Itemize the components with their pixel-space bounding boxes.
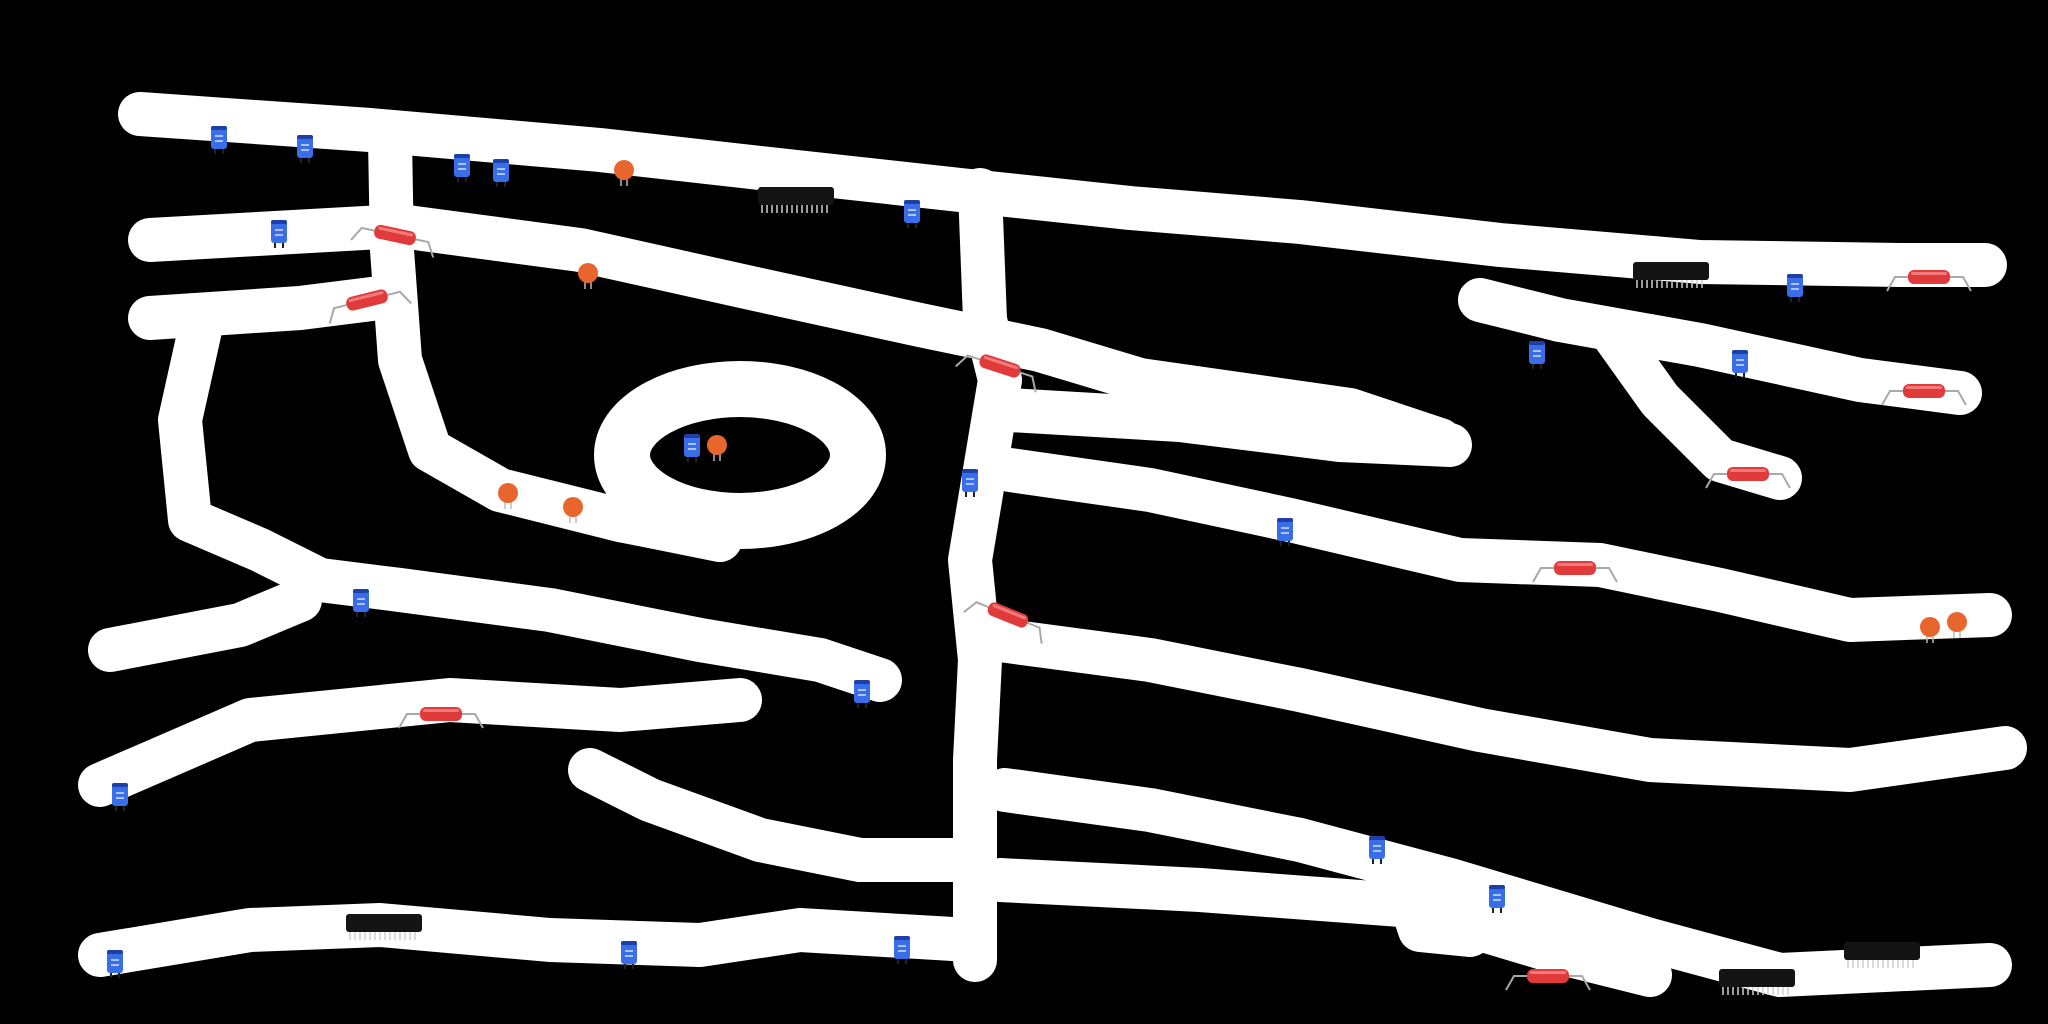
resistor-component: [955, 354, 1037, 393]
capacitor-component: [1787, 274, 1803, 302]
track-right-1: [988, 388, 1472, 467]
capacitor-component: [894, 936, 910, 964]
ic-component: [758, 187, 834, 213]
capacitor-component: [493, 159, 509, 187]
track-right-branch-top: [1458, 278, 1982, 415]
capacitor-component: [112, 783, 128, 811]
ceramic-component: [614, 160, 634, 186]
capacitor-component: [621, 941, 637, 969]
capacitor-component: [1369, 836, 1385, 864]
component-layer: [107, 126, 1972, 995]
ceramic-component: [498, 483, 518, 509]
track-left-vertical: [368, 118, 742, 562]
track-right-stub: [1378, 848, 1492, 957]
capacitor-component: [271, 220, 287, 248]
ic-component: [1633, 262, 1709, 288]
resistor-component: [398, 707, 484, 729]
track-layer: [78, 92, 2027, 997]
capacitor-component: [1489, 885, 1505, 913]
capacitor-component: [1732, 350, 1748, 378]
track-bottom: [78, 903, 992, 977]
track-top: [118, 92, 2007, 287]
resistor-component: [1881, 384, 1967, 406]
track-right-2: [988, 448, 2012, 642]
track-oval: [594, 361, 886, 549]
track-second: [128, 204, 1462, 462]
track-lower-left: [88, 578, 322, 672]
track-right-3: [978, 618, 2027, 792]
ceramic-component: [1947, 612, 1967, 638]
resistor-component: [1532, 561, 1618, 583]
ic-component: [1844, 942, 1920, 968]
capacitor-component: [1529, 341, 1545, 369]
track-spine: [948, 168, 1022, 982]
capacitor-component: [854, 680, 870, 708]
ic-component: [346, 914, 422, 940]
resistor-component: [350, 224, 435, 258]
capacitor-component: [211, 126, 227, 154]
capacitor-component: [904, 200, 920, 228]
capacitor-component: [684, 434, 700, 462]
resistor-component: [1505, 969, 1591, 991]
resistor-component: [328, 289, 412, 325]
ceramic-component: [578, 263, 598, 289]
track-mid-left: [78, 678, 762, 807]
capacitor-component: [962, 469, 978, 497]
resistor-component: [963, 601, 1043, 644]
resistor-component: [1705, 467, 1791, 489]
capacitor-component: [1277, 518, 1293, 546]
track-diagonal: [568, 748, 992, 882]
track-left-loop: [158, 308, 902, 702]
capacitor-component: [297, 135, 313, 163]
capacitor-component: [454, 154, 470, 182]
ceramic-component: [1920, 617, 1940, 643]
ceramic-component: [563, 497, 583, 523]
capacitor-component: [353, 589, 369, 617]
resistor-component: [1886, 270, 1972, 292]
ceramic-component: [707, 435, 727, 461]
capacitor-component: [107, 950, 123, 978]
ic-component: [1719, 969, 1795, 995]
